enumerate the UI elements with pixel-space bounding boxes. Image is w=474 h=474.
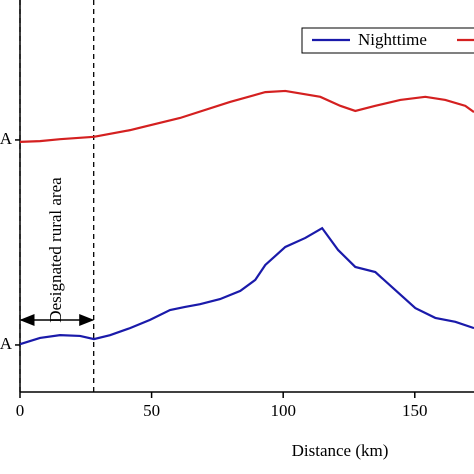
y-tick-label: A	[0, 129, 13, 148]
y-tick-label: A	[0, 334, 13, 353]
series-line	[20, 226, 474, 346]
x-tick-label: 100	[270, 401, 296, 420]
x-axis-label: Distance (km)	[292, 441, 389, 460]
x-tick-label: 150	[402, 401, 428, 420]
x-tick-label: 0	[16, 401, 25, 420]
plot-area	[20, 89, 474, 346]
legend-box	[301, 27, 474, 54]
annotation-text: Designated rural area	[46, 177, 65, 323]
x-tick-label: 50	[143, 401, 160, 420]
series-line	[20, 89, 474, 144]
legend-label: Nighttime	[358, 30, 427, 49]
